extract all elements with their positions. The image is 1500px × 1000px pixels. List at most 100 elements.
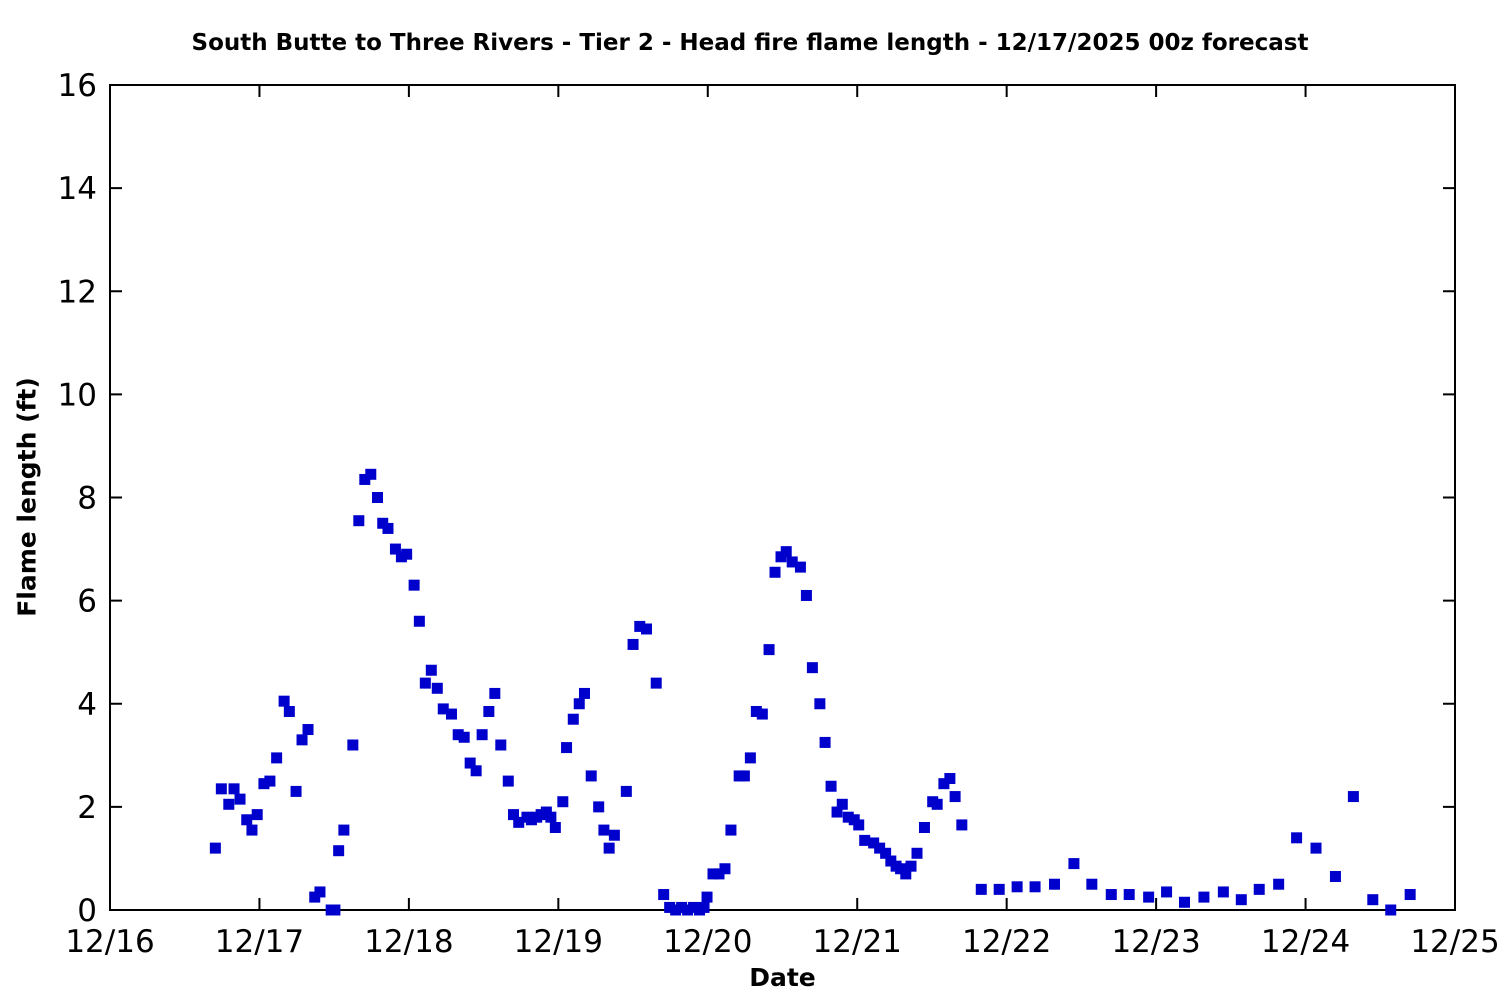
data-point: [290, 785, 302, 797]
data-point: [1273, 878, 1285, 890]
y-tick-label: 6: [77, 584, 97, 620]
data-point: [431, 682, 443, 694]
data-point: [464, 757, 476, 769]
y-tick-label: 2: [77, 790, 97, 826]
data-point: [944, 773, 956, 785]
x-tick-label: 12/20: [663, 924, 752, 960]
data-point: [215, 783, 227, 795]
data-point: [549, 822, 561, 833]
data-point: [425, 664, 437, 676]
x-axis-title: Date: [749, 963, 816, 992]
data-point: [329, 904, 341, 916]
data-point: [756, 708, 768, 720]
data-point: [234, 793, 246, 805]
data-point: [868, 837, 880, 849]
data-point: [993, 883, 1005, 895]
data-point: [1198, 891, 1210, 903]
data-point: [359, 473, 371, 485]
data-point: [853, 819, 865, 831]
data-point: [825, 780, 837, 792]
data-point: [880, 847, 892, 859]
data-point: [819, 736, 831, 748]
data-point: [1086, 878, 1098, 890]
y-tick-label: 12: [58, 274, 97, 310]
data-points: [209, 468, 1416, 916]
data-point: [1291, 832, 1303, 844]
y-tick-label: 0: [77, 893, 97, 929]
data-point: [389, 543, 401, 555]
data-point: [228, 783, 240, 795]
data-point: [1253, 883, 1265, 895]
data-point: [271, 752, 283, 764]
x-tick-label: 12/22: [962, 924, 1051, 960]
data-point: [585, 770, 597, 782]
data-point: [458, 731, 470, 743]
data-point: [641, 623, 653, 635]
data-point: [682, 904, 694, 916]
data-point: [251, 809, 263, 821]
data-point: [470, 765, 482, 777]
data-point: [578, 687, 590, 699]
x-tick-label: 12/18: [364, 924, 453, 960]
data-point: [278, 695, 290, 707]
y-tick-label: 14: [58, 171, 97, 207]
data-point: [1011, 881, 1023, 893]
data-point: [670, 904, 682, 916]
data-point: [372, 492, 384, 503]
data-point: [419, 677, 431, 689]
data-point: [831, 806, 843, 818]
data-point: [573, 698, 585, 710]
x-tick-label: 12/17: [215, 924, 304, 960]
data-point: [1143, 891, 1155, 903]
x-tick-label: 12/21: [813, 924, 902, 960]
data-point: [1385, 904, 1397, 916]
data-point: [1235, 894, 1247, 906]
data-point: [264, 775, 276, 787]
data-point: [608, 829, 620, 841]
data-point: [1310, 842, 1322, 854]
data-point: [495, 739, 507, 751]
data-point: [489, 687, 501, 699]
data-point: [557, 796, 569, 808]
data-point: [338, 824, 350, 836]
data-point: [1048, 878, 1060, 890]
data-point: [725, 824, 737, 836]
data-point: [911, 847, 923, 859]
data-point: [209, 842, 221, 854]
data-point: [874, 842, 886, 854]
data-point: [658, 889, 670, 901]
data-point: [593, 801, 605, 813]
data-point: [698, 901, 710, 913]
data-point: [814, 698, 826, 710]
data-point: [806, 662, 818, 674]
data-point: [246, 824, 258, 836]
data-point: [302, 724, 314, 736]
data-point: [713, 868, 725, 880]
data-point: [502, 775, 514, 787]
y-tick-label: 8: [77, 481, 97, 517]
data-point: [918, 822, 930, 833]
y-axis-title: Flame length (ft): [12, 377, 42, 617]
data-point: [508, 809, 519, 821]
data-point: [1347, 791, 1359, 803]
plot-border: [109, 84, 1456, 911]
data-point: [365, 468, 377, 480]
x-tick-label: 12/25: [1410, 924, 1499, 960]
data-point: [283, 705, 295, 717]
data-point: [353, 515, 365, 527]
data-point: [763, 644, 775, 656]
data-point: [1179, 896, 1191, 908]
data-point: [800, 589, 812, 601]
data-point: [1068, 858, 1080, 870]
data-point: [1123, 889, 1135, 901]
data-point: [413, 615, 425, 627]
data-point: [314, 886, 326, 898]
data-point: [296, 734, 308, 746]
data-point: [603, 842, 615, 854]
data-point: [1217, 886, 1229, 898]
data-point: [382, 522, 394, 534]
data-point: [1161, 886, 1173, 898]
data-point: [750, 705, 762, 717]
x-tick-label: 12/23: [1111, 924, 1200, 960]
